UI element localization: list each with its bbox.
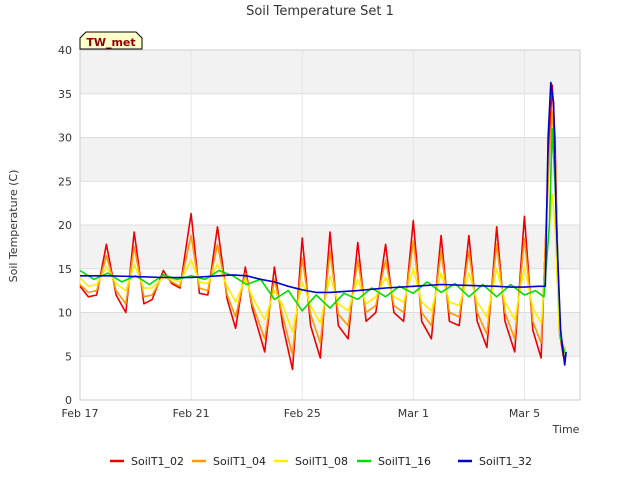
y-tick-label: 40 bbox=[58, 44, 72, 57]
legend-item-soilt1-08: SoilT1_08 bbox=[274, 455, 348, 468]
legend-label: SoilT1_08 bbox=[295, 455, 348, 468]
grid-band bbox=[80, 312, 580, 357]
x-tick-label: Feb 21 bbox=[173, 407, 210, 420]
station-badge-shape bbox=[79, 31, 143, 50]
x-tick-label: Mar 5 bbox=[509, 407, 540, 420]
legend-label: SoilT1_32 bbox=[479, 455, 532, 468]
legend-label: SoilT1_02 bbox=[131, 455, 184, 468]
series-line-soilt1-32 bbox=[80, 81, 567, 366]
y-tick-label: 10 bbox=[58, 307, 72, 320]
y-axis-label: Soil Temperature (C) bbox=[7, 170, 20, 283]
x-axis-ticks: Feb 17 Feb 21 Feb 25 Mar 1 Mar 5 bbox=[62, 407, 541, 420]
y-tick-label: 15 bbox=[58, 263, 72, 276]
legend-item-soilt1-02: SoilT1_02 bbox=[110, 455, 184, 468]
x-tick-label: Feb 17 bbox=[62, 407, 99, 420]
y-tick-label: 5 bbox=[65, 350, 72, 363]
y-tick-label: 0 bbox=[65, 394, 72, 407]
y-tick-label: 25 bbox=[58, 175, 72, 188]
series-line-soilt1-02 bbox=[79, 84, 567, 371]
x-tick-label: Mar 1 bbox=[398, 407, 429, 420]
legend-label: SoilT1_16 bbox=[378, 455, 431, 468]
legend-label: SoilT1_04 bbox=[213, 455, 266, 468]
legend-item-soilt1-32: SoilT1_32 bbox=[458, 455, 532, 468]
y-tick-label: 30 bbox=[58, 132, 72, 145]
grid-band bbox=[80, 50, 580, 94]
y-axis-ticks: 0 5 10 15 20 25 30 35 40 bbox=[58, 44, 72, 407]
legend-item-soilt1-16: SoilT1_16 bbox=[357, 455, 431, 468]
series-layer bbox=[79, 81, 567, 371]
y-tick-label: 20 bbox=[58, 219, 72, 232]
legend: SoilT1_02 SoilT1_04 SoilT1_08 SoilT1_16 Soil… bbox=[110, 455, 532, 468]
x-tick-label: Feb 25 bbox=[284, 407, 321, 420]
station-badge: TW_met bbox=[79, 31, 143, 50]
legend-item-soilt1-04: SoilT1_04 bbox=[192, 455, 266, 468]
y-tick-label: 35 bbox=[58, 88, 72, 101]
station-badge-label: TW_met bbox=[86, 36, 135, 49]
plot-border bbox=[79, 49, 581, 401]
chart-title: Soil Temperature Set 1 bbox=[246, 4, 394, 19]
x-axis-label: Time bbox=[552, 423, 580, 436]
grid-lines bbox=[79, 49, 581, 401]
grid-band bbox=[80, 137, 580, 182]
